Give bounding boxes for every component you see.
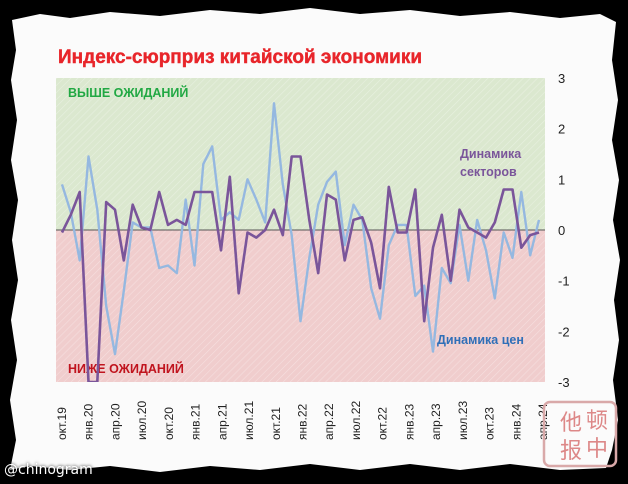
- x-tick-label: июл.23: [456, 401, 470, 440]
- x-tick-label: окт.20: [162, 407, 176, 440]
- svg-text:报: 报: [560, 439, 582, 464]
- x-tick-label: окт.19: [55, 407, 69, 440]
- series-group: [60, 102, 541, 382]
- x-tick-label: окт.23: [483, 407, 497, 440]
- x-tick-label: апр.22: [322, 403, 336, 440]
- x-axis: окт.19 янв.20 апр.20 июл.20 окт.20 янв.21 апр.…: [55, 401, 550, 440]
- x-tick-label: янв.24: [509, 403, 523, 440]
- y-tick-label: 0: [558, 223, 565, 238]
- legend-sectors-line2: секторов: [460, 165, 517, 179]
- svg-text:顿: 顿: [586, 409, 608, 434]
- x-tick-label: июл.21: [242, 401, 256, 440]
- x-tick-label: янв.22: [296, 403, 310, 440]
- legend-sectors-line1: Динамика: [460, 147, 522, 161]
- zone-above-label: ВЫШЕ ОЖИДАНИЙ: [68, 85, 188, 100]
- y-tick-label: 1: [558, 172, 565, 187]
- svg-text:中: 中: [586, 437, 608, 462]
- y-tick-label: -1: [558, 274, 570, 289]
- author-handle: @chinogram: [4, 462, 93, 478]
- y-axis: 3 2 1 0 -1 -2 -3: [558, 71, 570, 390]
- x-tick-label: июл.20: [135, 401, 149, 440]
- x-tick-label: апр.21: [215, 403, 229, 440]
- x-tick-label: янв.20: [82, 403, 96, 440]
- y-tick-label: 2: [558, 122, 565, 137]
- series-line-sectors: [60, 155, 540, 382]
- chinese-seal-stamp: 他 顿 报 中: [542, 400, 618, 468]
- x-tick-label: апр.20: [108, 403, 122, 440]
- y-tick-label: -2: [558, 324, 570, 339]
- y-tick-label: -3: [558, 375, 570, 390]
- x-tick-label: янв.23: [402, 403, 416, 440]
- x-tick-label: окт.21: [269, 407, 283, 440]
- y-tick-label: 3: [558, 71, 565, 86]
- chart-title: Индекс-сюрприз китайской экономики: [58, 47, 422, 68]
- legend-prices: Динамика цен: [437, 333, 524, 347]
- x-tick-label: янв.21: [189, 403, 203, 440]
- x-tick-label: апр.23: [429, 403, 443, 440]
- zone-below-label: НИЖЕ ОЖИДАНИЙ: [68, 361, 184, 376]
- x-tick-label: окт.22: [376, 407, 390, 440]
- x-tick-label: июл.22: [349, 401, 363, 440]
- svg-text:他: 他: [560, 411, 582, 436]
